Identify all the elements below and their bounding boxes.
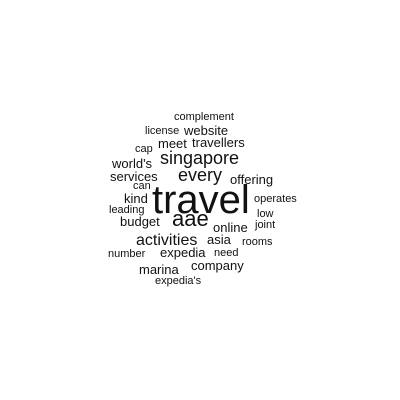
word-aae: aae <box>172 206 209 231</box>
word-operates: operates <box>254 193 297 205</box>
word-need: need <box>214 247 239 259</box>
word-website: website <box>184 123 229 138</box>
word-kind: kind <box>124 191 148 206</box>
word-number: number <box>108 248 146 260</box>
word-cap: cap <box>135 143 153 155</box>
word-meet: meet <box>158 136 187 151</box>
word-worlds: world's <box>112 156 153 171</box>
word-offering: offering <box>230 172 274 187</box>
word-can: can <box>133 180 151 192</box>
word-travel: travel <box>152 178 250 222</box>
word-license: license <box>145 125 180 137</box>
word-activities: activities <box>136 232 198 249</box>
word-leading: leading <box>109 204 145 216</box>
word-expedias: expedia's <box>155 275 202 287</box>
word-singapore: singapore <box>160 148 240 168</box>
word-online: online <box>213 220 248 235</box>
word-complement: complement <box>174 111 234 123</box>
word-travellers: travellers <box>192 135 245 150</box>
word-low: low <box>257 208 274 220</box>
word-services: services <box>110 169 158 184</box>
word-company: company <box>191 258 244 273</box>
word-expedia: expedia <box>160 245 206 260</box>
word-budget: budget <box>120 214 160 229</box>
word-asia: asia <box>207 232 231 247</box>
word-joint: joint <box>255 219 276 231</box>
word-rooms: rooms <box>242 236 273 248</box>
word-marina: marina <box>139 262 179 277</box>
word-every: every <box>178 165 223 185</box>
